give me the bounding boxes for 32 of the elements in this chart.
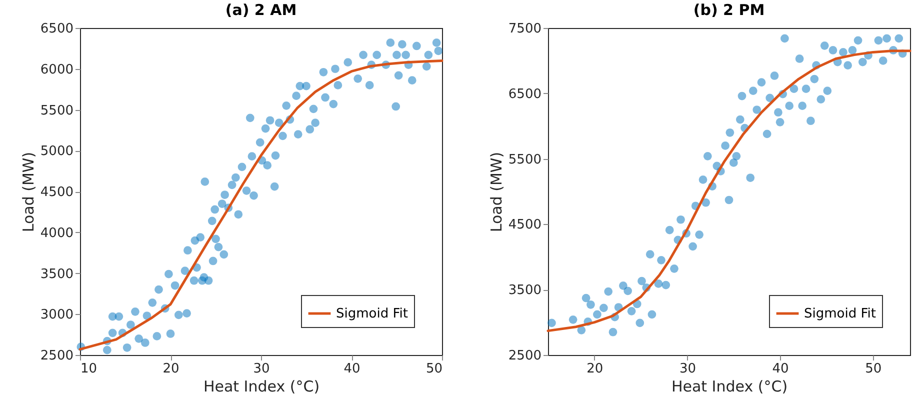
x-axis-title: Heat Index (°C) xyxy=(671,378,788,396)
x-tick-label: 40 xyxy=(344,362,360,376)
legend-label: Sigmoid Fit xyxy=(804,306,876,322)
y-tick-label: 5500 xyxy=(508,152,542,168)
y-tick-label: 3000 xyxy=(40,308,74,323)
y-axis-title: Load (MW) xyxy=(487,152,506,232)
x-tick-label: 30 xyxy=(679,362,696,376)
x-tick-label: 50 xyxy=(865,362,882,376)
y-tick-label: 6500 xyxy=(508,86,542,102)
y-tick-label: 6000 xyxy=(40,62,74,78)
x-tick-label: 30 xyxy=(253,362,270,376)
x-tick-label: 50 xyxy=(426,362,442,376)
y-tick-label: 4000 xyxy=(40,226,74,241)
legend-label: Sigmoid Fit xyxy=(336,306,408,322)
y-tick-label: 4500 xyxy=(40,185,74,200)
chart-title: (a) 2 AM xyxy=(225,1,297,19)
y-tick-label: 7500 xyxy=(508,22,542,36)
x-axis-title: Heat Index (°C) xyxy=(203,378,320,396)
y-tick-label: 2500 xyxy=(40,348,74,364)
x-tick-label: 40 xyxy=(772,362,789,376)
y-tick-label: 5000 xyxy=(40,144,74,160)
chart-title: (b) 2 PM xyxy=(693,1,765,19)
y-tick-label: 6500 xyxy=(40,22,74,36)
y-axis-title: Load (MW) xyxy=(19,152,38,232)
x-tick-label: 20 xyxy=(586,362,604,376)
y-tick-label: 3500 xyxy=(508,283,542,298)
y-tick-label: 3500 xyxy=(40,266,74,282)
y-tick-label: 4500 xyxy=(508,218,542,233)
x-tick-label: 20 xyxy=(162,362,180,376)
y-tick-label: 2500 xyxy=(508,348,542,364)
x-tick-label: 10 xyxy=(80,362,98,376)
y-tick-label: 5500 xyxy=(40,103,74,118)
